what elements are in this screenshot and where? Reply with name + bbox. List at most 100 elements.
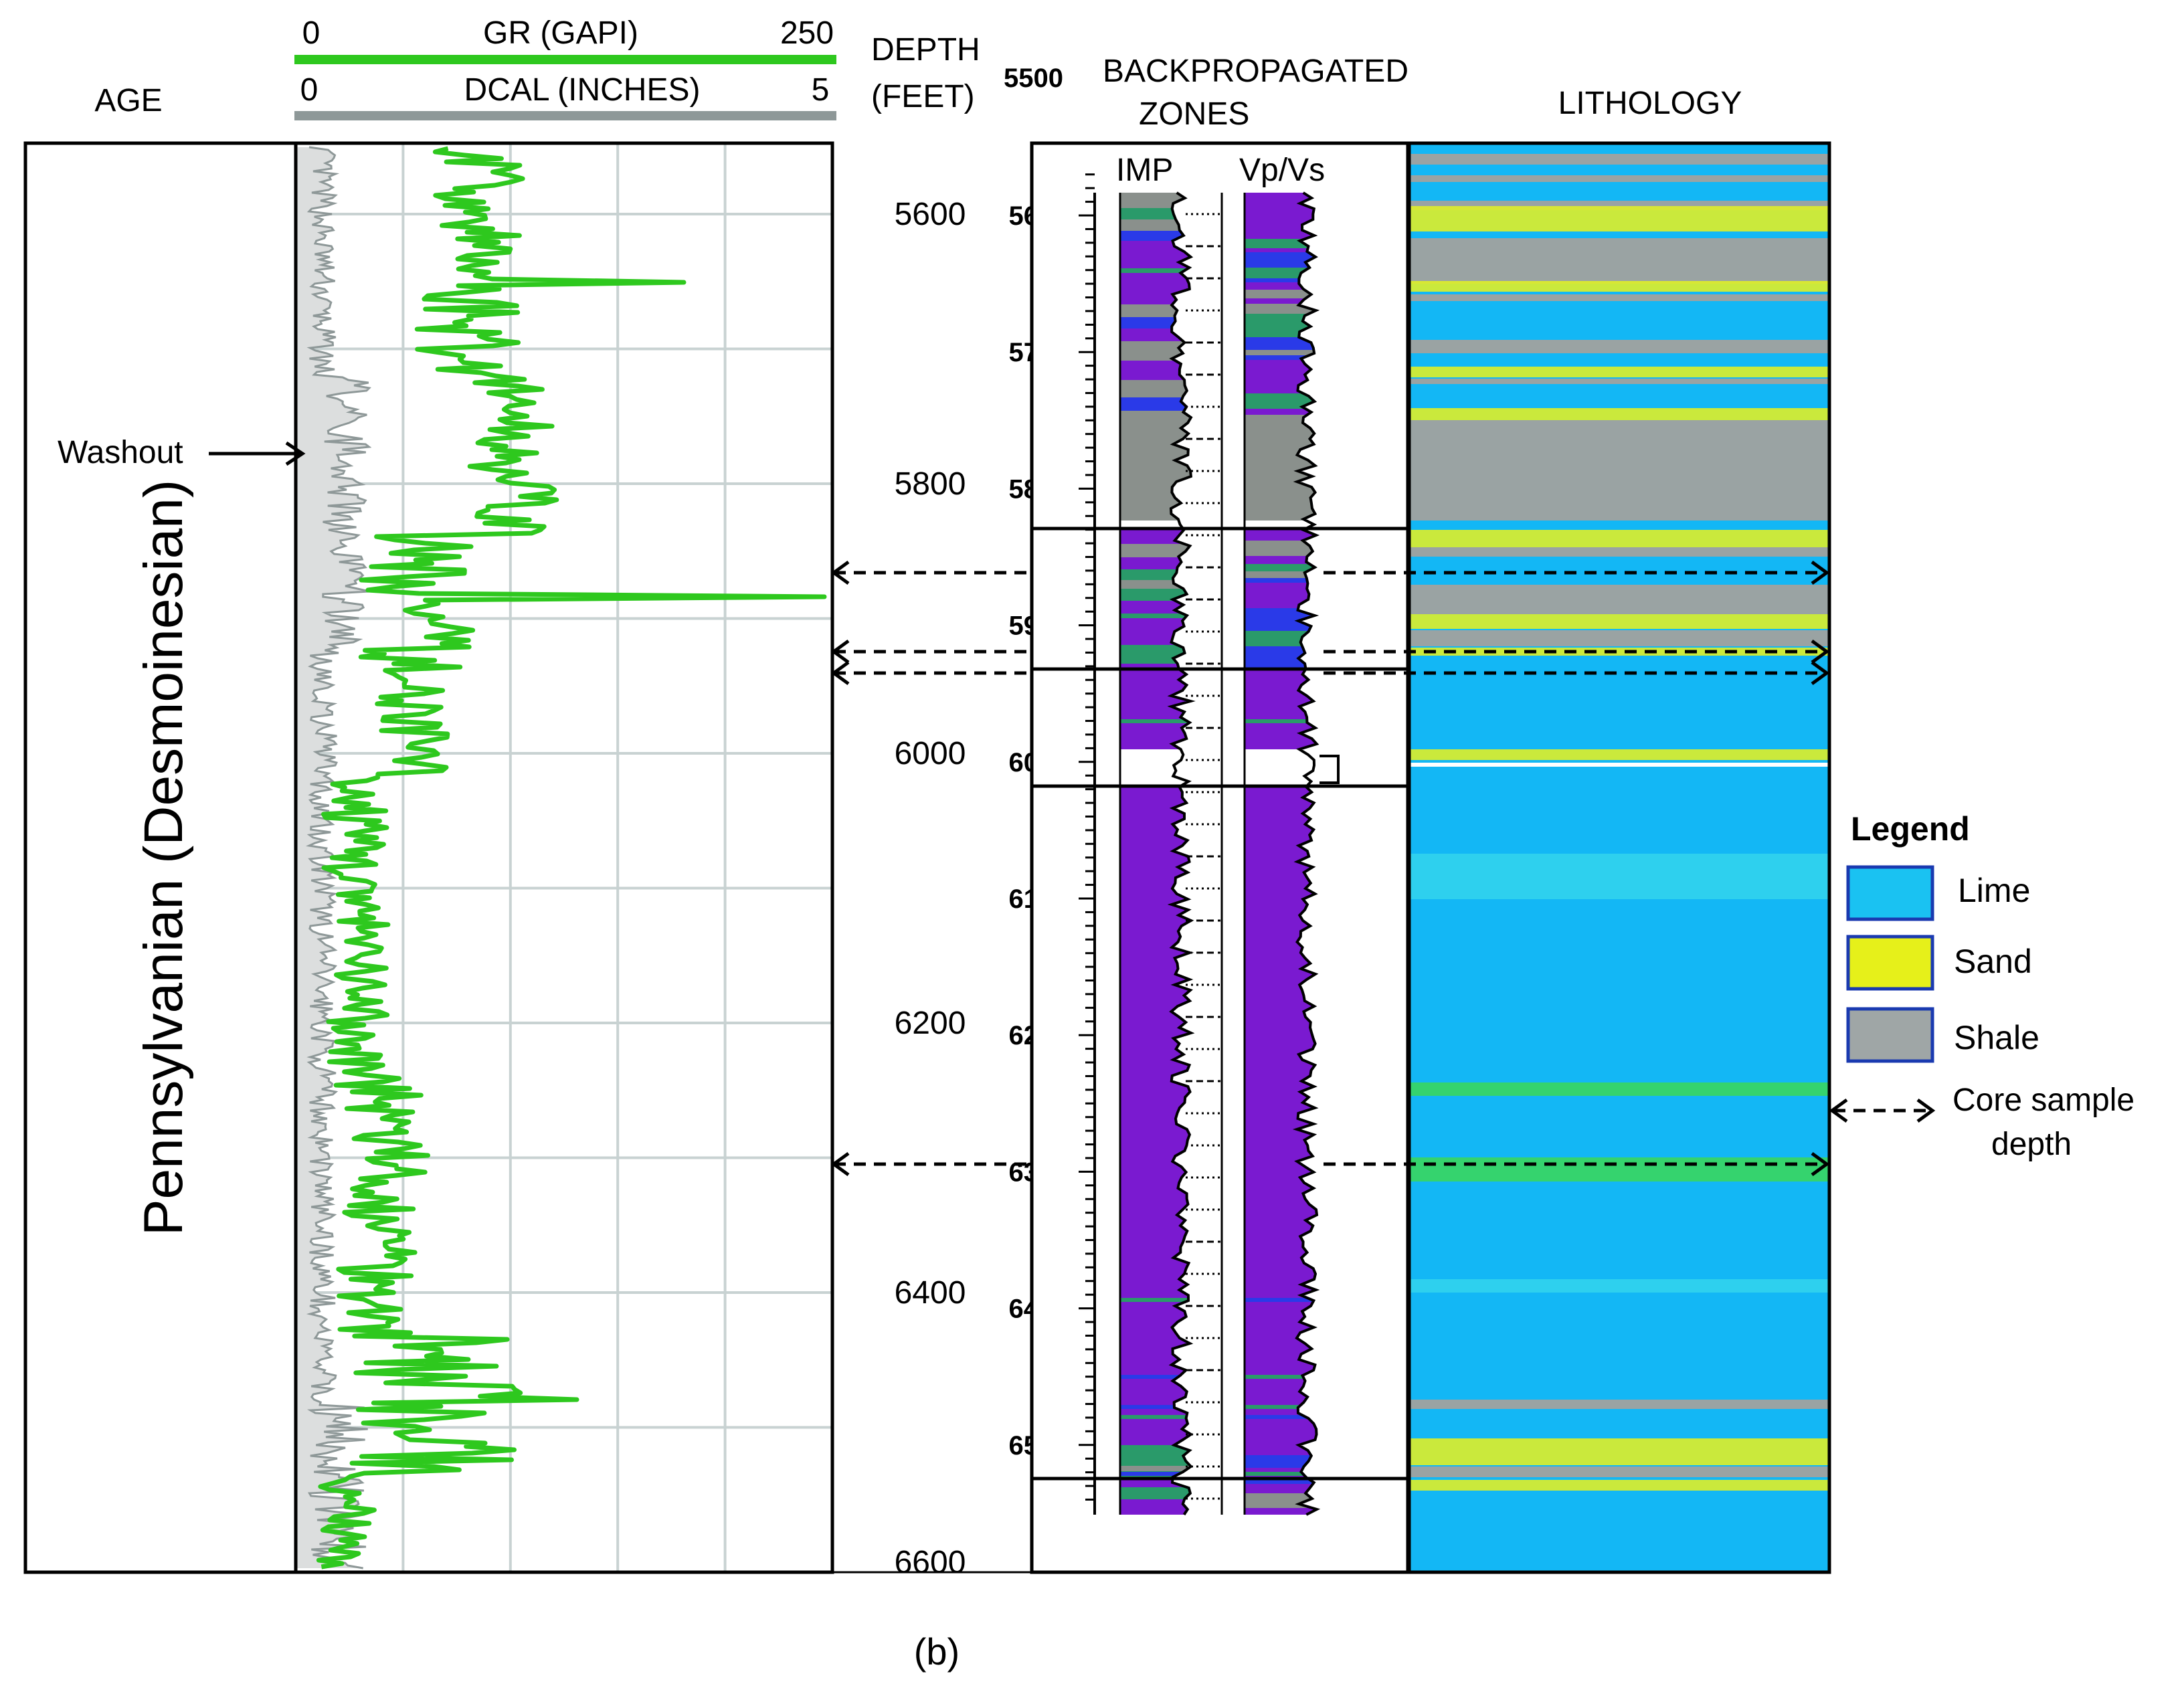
core-arrowhead-right [1811, 639, 1830, 664]
zone-band [1120, 1445, 1198, 1451]
zone-band [1245, 1478, 1324, 1484]
lithology-band-shale [1409, 175, 1829, 182]
zone-band [1120, 380, 1198, 391]
lithology-band-lime_light [1409, 854, 1829, 899]
zone-band [1120, 1472, 1198, 1476]
core-arrowhead-right [1811, 660, 1830, 686]
zone-band [1245, 1468, 1324, 1473]
lithology-band-sand [1409, 206, 1829, 231]
lithology-band-sand [1409, 281, 1829, 292]
zone-band [1245, 583, 1324, 596]
legend-core-line2: depth [1991, 1127, 2072, 1162]
lithology-band-sand [1409, 614, 1829, 629]
zone-band [1245, 248, 1324, 252]
lithology-band-sand [1409, 367, 1829, 377]
depth-tick-label: 6200 [895, 1006, 966, 1041]
lithology-band-shale [1409, 379, 1829, 384]
zone-band [1120, 357, 1198, 361]
lithology-band-shale [1409, 601, 1829, 614]
zone-band [1120, 1499, 1198, 1507]
legend-label-lime: Lime [1958, 872, 2030, 909]
imp-label: IMP [1116, 153, 1173, 188]
gr-axis-label: GR (GAPI) [483, 15, 638, 51]
washout-arrowhead [285, 441, 306, 466]
age-column [23, 141, 298, 1574]
lithology-band-shale [1409, 294, 1829, 301]
zone-band [1245, 1405, 1324, 1409]
core-arrowhead-left [830, 639, 850, 664]
lithology-band-shale [1409, 257, 1829, 284]
lithology-band-green [1409, 1082, 1829, 1096]
dcal-curve [305, 146, 372, 1570]
zone-band [1245, 225, 1324, 231]
lithology-band-shale [1409, 420, 1829, 521]
zone-band [1245, 355, 1324, 360]
zone-band [1245, 252, 1324, 260]
zone-band [1245, 298, 1324, 304]
core-arrowhead-left [830, 1151, 850, 1177]
figure-caption: (b) [914, 1630, 960, 1673]
zone-band [1245, 719, 1324, 723]
zone-band [1120, 664, 1198, 669]
zone-band [1245, 1298, 1324, 1302]
core-arrowhead-right [1811, 560, 1830, 585]
gr-curve [316, 146, 827, 1570]
depth-tick-label: 6400 [895, 1275, 966, 1311]
dcal-min-label: 0 [300, 72, 318, 108]
zone-band [1245, 350, 1324, 355]
gr-min-label: 0 [302, 15, 321, 51]
zone-band [1245, 337, 1324, 345]
legend-label-sand: Sand [1954, 943, 2032, 980]
zones-header-line2: ZONES [1139, 96, 1249, 132]
legend-core-arrowhead-left [1829, 1098, 1848, 1123]
zone-band [1120, 1466, 1198, 1471]
zone-edge-mask [1171, 193, 1218, 1515]
lithology-band-shale [1409, 630, 1829, 646]
legend-title: Legend [1851, 810, 1970, 848]
zone-band [1245, 345, 1324, 350]
zone-band [1120, 1487, 1198, 1499]
zone-band [1245, 541, 1324, 556]
age-label: Pennsylvanian (Desmoinesian) [133, 480, 194, 1236]
legend-swatch-sand [1846, 935, 1934, 991]
zone-band [1245, 206, 1324, 214]
zone-band [1120, 1375, 1198, 1379]
zone-band [1245, 571, 1324, 578]
zone-band [1245, 214, 1324, 225]
zone-band [1120, 658, 1198, 664]
washout-label: Washout [58, 435, 183, 470]
lithology-band-shale [1409, 340, 1829, 353]
zone-band [1120, 391, 1198, 397]
zone-edge-curve [1167, 191, 1196, 1516]
vpvs-label: Vp/Vs [1239, 153, 1325, 188]
zone-columns [1032, 173, 1408, 1516]
zone-band [1245, 1484, 1324, 1493]
zone-band [1120, 256, 1198, 268]
lithology-band-white [1409, 763, 1829, 767]
gr-legend-line [294, 55, 836, 64]
log-track [296, 143, 832, 1572]
depth-tick-label: 5600 [895, 197, 966, 232]
zone-band [1120, 397, 1198, 411]
lithology-band-sand [1409, 1480, 1829, 1491]
lithology-band-shale [1409, 238, 1829, 257]
lithology-band-sand [1409, 749, 1829, 760]
zone-band [1120, 1298, 1198, 1302]
lithology-band-lime_light [1409, 1279, 1829, 1293]
zone-band [1245, 1508, 1324, 1515]
zone-band [1245, 556, 1324, 564]
imp-column [1119, 191, 1218, 1516]
zone-band [1120, 1451, 1198, 1466]
zone-band [1245, 529, 1324, 541]
depth-top-label: 5500 [1004, 64, 1063, 93]
log-track-frame [294, 141, 834, 1574]
zone-band [1120, 375, 1198, 380]
zone-band [1120, 268, 1198, 273]
dcal-max-label: 5 [812, 72, 830, 108]
legend-swatch-lime [1846, 865, 1934, 921]
core-arrowhead-right [1811, 1151, 1830, 1177]
zone-band [1245, 290, 1324, 298]
zone-notch [1320, 755, 1340, 784]
legend-label-shale: Shale [1954, 1019, 2039, 1056]
